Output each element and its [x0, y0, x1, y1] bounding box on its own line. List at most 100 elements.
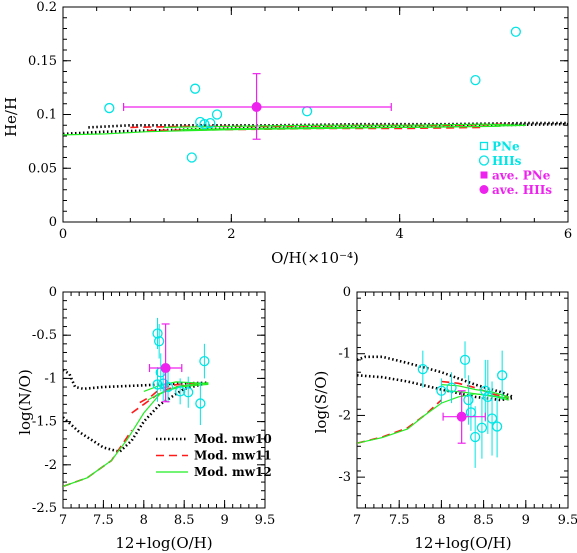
- legend-label: ave. HIIs: [492, 183, 552, 197]
- bl-y-tick-label: -2: [44, 458, 57, 473]
- br-model-curve-mod-mw11: [357, 399, 442, 444]
- top-hii-point: [470, 74, 481, 86]
- top-y-axis-label: He/H: [2, 97, 20, 137]
- br-model-curve-mod-mw11: [441, 380, 510, 399]
- bl-hii-point: [152, 328, 163, 339]
- bl-y-tick-label: -1.5: [32, 415, 57, 430]
- panel-log-n-o: 7 7.5 8 8.5 9 9.5 -2.5 -2 -1.5 -1 -0.5 0 Mod. mw10 Mo…: [32, 285, 275, 528]
- br-hii-point: [436, 385, 447, 396]
- top-hii-point: [104, 102, 115, 114]
- br-y-tick-label: -3: [338, 470, 351, 485]
- top-x-tick-label: 4: [396, 227, 404, 242]
- bl-avg-hii-point: [160, 363, 171, 374]
- panel-log-s-o: 7 7.5 8 8.5 9 9.5 -3 -2 -1 0: [338, 285, 577, 528]
- br-hii-point: [459, 354, 471, 366]
- legend-ave-hiis-marker: [479, 185, 489, 194]
- br-hii-point: [463, 394, 474, 406]
- top-hii-point: [199, 119, 210, 130]
- top-y-tick-label: 0.2: [36, 0, 57, 15]
- bl-hii-point: [175, 386, 186, 397]
- br-model-curve-mod-mw10: [357, 374, 514, 402]
- bl-x-tick-label: 8: [140, 513, 148, 528]
- bl-model-curve-mod-mw10: [63, 368, 209, 391]
- top-x-tick-label: 6: [564, 227, 572, 242]
- top-y-tick-label: 0.1: [36, 108, 57, 123]
- bl-x-tick-label: 8.5: [174, 513, 195, 528]
- bl-hii-point: [162, 381, 174, 393]
- br-model-curve-mod-mw12: [445, 390, 510, 401]
- bl-y-tick-label: -1: [44, 371, 57, 386]
- br-hii-point: [470, 431, 481, 443]
- br-y-tick-label: -2: [338, 408, 351, 423]
- bl-x-tick-label: 9.5: [255, 513, 276, 528]
- bottom-right-y-axis-label: log(S/O): [312, 371, 330, 434]
- top-hii-point: [205, 117, 216, 129]
- br-x-tick-label: 8.5: [473, 513, 494, 528]
- br-hii-point: [486, 413, 498, 424]
- top-hii-point: [211, 109, 223, 120]
- bl-model-curve-mod-mw10: [63, 381, 209, 454]
- br-hii-point: [417, 363, 428, 375]
- bl-hii-point: [199, 355, 210, 367]
- top-avg-hii-point: [251, 101, 262, 112]
- br-x-tick-label: 9.5: [558, 513, 577, 528]
- bl-plot-area: [63, 317, 210, 488]
- br-hii-point: [491, 421, 503, 432]
- bl-y-tick-label: -0.5: [32, 328, 57, 343]
- bl-model-curve-mod-mw11: [63, 429, 133, 488]
- br-hii-point: [497, 370, 508, 381]
- bottom-left-y-axis-label: log(N/O): [16, 369, 34, 435]
- bl-hii-point: [183, 387, 194, 398]
- legend-ave-pne-marker: [480, 171, 488, 179]
- bl-y-tick-label: -2.5: [32, 501, 57, 516]
- br-plot-area: [357, 341, 514, 468]
- top-hii-point: [189, 83, 201, 94]
- top-plot-area: [63, 26, 568, 163]
- br-y-tick-label: 0: [343, 285, 351, 300]
- bl-hii-point: [195, 398, 206, 409]
- top-model-curve-mod-mw12: [163, 123, 526, 128]
- top-hii-point: [186, 152, 197, 163]
- bl-model-curve-mod-mw12: [63, 382, 209, 487]
- top-x-axis-label: O/H(×10⁻⁴): [271, 249, 359, 267]
- br-hii-point: [446, 382, 457, 393]
- top-x-tick-label: 2: [227, 227, 235, 242]
- br-model-curve-mod-mw10: [357, 355, 514, 399]
- top-y-tick-label: 0: [49, 215, 57, 230]
- legend-pne-marker: [479, 141, 489, 151]
- bl-x-tick-label: 7.5: [93, 513, 114, 528]
- bottom-left-x-axis-label: 12+log(O/H): [115, 534, 212, 552]
- br-hii-point: [480, 385, 491, 396]
- top-hii-point: [510, 26, 521, 37]
- legend-label: HIIs: [492, 154, 522, 168]
- br-x-tick-label: 7: [353, 513, 361, 528]
- legend-label: ave. PNe: [492, 169, 551, 183]
- legend-label: Mod. mw11: [194, 449, 272, 463]
- br-x-tick-label: 7.5: [389, 513, 410, 528]
- legend-label: PNe: [492, 140, 520, 154]
- top-model-curve-mod-mw12: [180, 125, 501, 131]
- bottom-right-x-axis-label: 12+log(O/H): [414, 534, 511, 552]
- top-y-tick-label: 0.15: [28, 54, 57, 69]
- bl-x-tick-label: 9: [220, 513, 228, 528]
- top-hii-point: [301, 106, 313, 117]
- br-avg-hii-point: [456, 411, 467, 422]
- bl-y-tick-label: 0: [49, 285, 57, 300]
- top-x-tick-label: 0: [59, 227, 67, 242]
- top-model-curve-mod-mw10: [63, 122, 568, 136]
- br-x-tick-label: 8: [437, 513, 445, 528]
- br-x-tick-label: 9: [522, 513, 530, 528]
- bl-hii-point: [154, 336, 165, 347]
- br-plot-frame: [356, 291, 569, 509]
- bl-plot-frame: [62, 291, 266, 509]
- legend-label: Mod. mw12: [194, 465, 272, 479]
- br-model-curve-mod-mw12: [441, 384, 510, 398]
- legend-label: Mod. mw10: [194, 432, 272, 446]
- br-hii-point: [476, 422, 488, 433]
- top-y-tick-label: 0.05: [28, 161, 57, 176]
- legend-hiis-marker: [478, 155, 490, 166]
- bl-hii-point: [152, 379, 163, 390]
- br-y-tick-label: -1: [338, 347, 351, 362]
